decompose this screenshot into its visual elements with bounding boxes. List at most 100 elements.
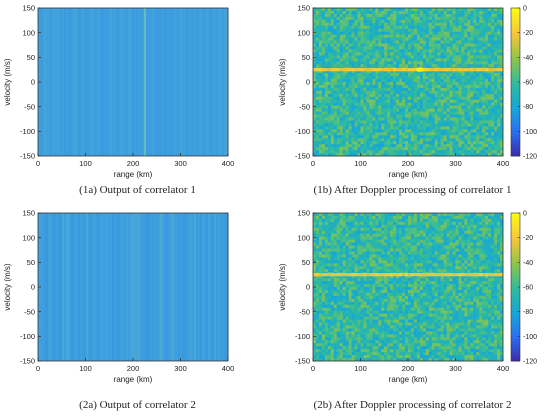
- cell: [384, 218, 388, 223]
- cell: [333, 287, 338, 291]
- cell: [473, 70, 477, 74]
- cell: [428, 34, 433, 38]
- cell: [485, 37, 489, 41]
- cell: [336, 153, 341, 157]
- cell: [351, 129, 355, 133]
- cell: [408, 55, 412, 59]
- cell: [354, 281, 358, 285]
- cell: [348, 93, 352, 98]
- stripe: [208, 213, 211, 361]
- cell: [461, 138, 465, 142]
- cell: [348, 19, 352, 24]
- cell: [387, 28, 391, 32]
- cell: [336, 236, 341, 240]
- cell: [348, 215, 352, 220]
- cell: [405, 132, 409, 136]
- cell: [452, 132, 456, 136]
- cell: [375, 325, 379, 329]
- cell: [372, 153, 376, 157]
- cell: [336, 298, 341, 303]
- cell: [327, 266, 332, 270]
- cell: [363, 99, 367, 104]
- cell: [488, 76, 492, 80]
- cell: [315, 251, 320, 255]
- cell: [345, 144, 349, 148]
- cell: [416, 25, 421, 30]
- colorbar-step: [511, 82, 520, 85]
- cell: [387, 13, 391, 18]
- cell: [345, 316, 349, 320]
- cell: [360, 266, 364, 270]
- cell: [378, 99, 382, 104]
- cell: [461, 99, 465, 104]
- cell: [378, 31, 382, 35]
- cell: [399, 117, 403, 121]
- cell: [342, 126, 346, 130]
- cell: [402, 105, 406, 109]
- cell: [366, 55, 370, 59]
- cell: [434, 135, 438, 139]
- cell: [354, 99, 358, 104]
- cell: [333, 99, 338, 104]
- cell: [345, 46, 349, 50]
- cell: [378, 263, 382, 267]
- cell: [336, 90, 341, 95]
- cell: [330, 340, 335, 344]
- cell: [437, 153, 441, 157]
- cell: [482, 55, 486, 59]
- cell: [434, 111, 438, 115]
- cell: [497, 129, 501, 133]
- cell: [339, 147, 343, 151]
- cell: [434, 46, 438, 50]
- cell: [321, 49, 326, 53]
- cell: [500, 99, 504, 104]
- cell: [342, 150, 346, 154]
- cell: [315, 355, 320, 359]
- cell: [390, 260, 394, 264]
- cell: [437, 129, 441, 133]
- cell: [372, 245, 376, 249]
- cell: [485, 126, 489, 130]
- cell: [333, 22, 338, 27]
- cell: [357, 102, 361, 106]
- stripe: [108, 213, 111, 361]
- stripe: [180, 213, 183, 361]
- cell: [461, 108, 465, 112]
- cell: [351, 96, 355, 101]
- cell: [485, 147, 489, 151]
- cell: [342, 313, 346, 317]
- cell: [339, 313, 343, 317]
- cell: [425, 90, 430, 95]
- cell: [378, 55, 382, 59]
- cell: [384, 227, 388, 232]
- cell: [419, 147, 424, 151]
- cell: [485, 22, 489, 27]
- cell: [378, 73, 382, 77]
- cell: [416, 16, 421, 21]
- cell: [405, 70, 409, 74]
- cell: [390, 64, 394, 68]
- cell: [318, 325, 323, 329]
- cell: [378, 343, 382, 347]
- cell: [428, 93, 433, 98]
- cell: [428, 58, 433, 62]
- cell: [348, 111, 352, 115]
- cell: [387, 215, 391, 220]
- cell: [327, 28, 332, 32]
- cell: [363, 281, 367, 285]
- cell: [488, 40, 492, 44]
- cell: [479, 31, 483, 35]
- cell: [446, 10, 450, 15]
- cell: [357, 141, 361, 145]
- cell: [467, 58, 471, 62]
- cell: [422, 138, 427, 142]
- cell: [387, 73, 391, 77]
- cell: [336, 126, 341, 130]
- cell: [458, 49, 462, 53]
- cell: [381, 218, 385, 223]
- stripe: [50, 8, 53, 156]
- cell: [470, 70, 474, 74]
- cell: [500, 82, 504, 86]
- cell: [363, 96, 367, 101]
- cell: [390, 215, 394, 220]
